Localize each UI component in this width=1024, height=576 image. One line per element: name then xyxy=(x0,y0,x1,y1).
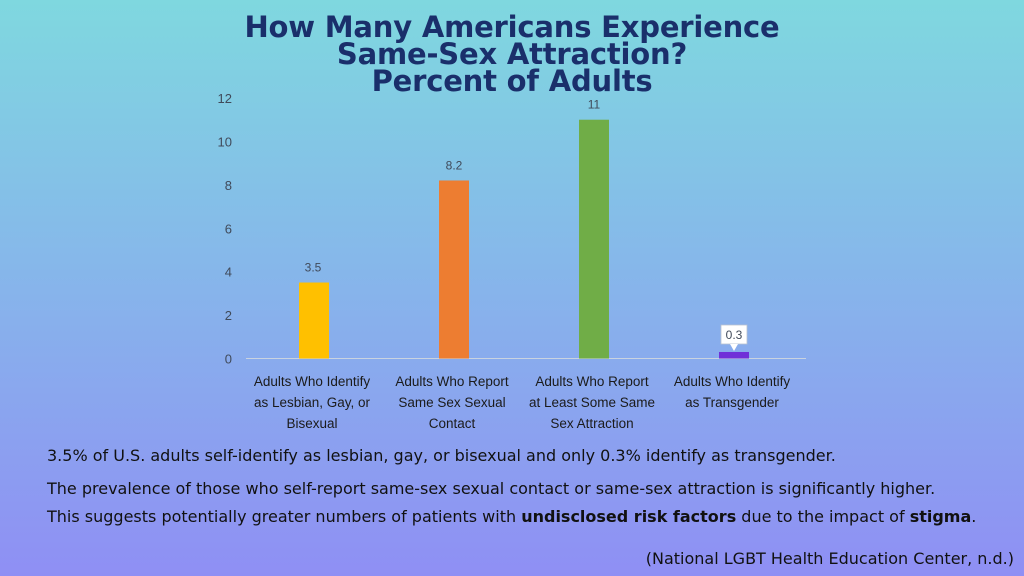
category-label: Adults Who Report xyxy=(395,374,509,389)
y-tick-label: 10 xyxy=(218,134,232,149)
bar xyxy=(439,180,469,359)
category-label: Adults Who Identify xyxy=(674,374,791,389)
category-label: Sex Attraction xyxy=(550,416,633,431)
line3-end: . xyxy=(971,507,977,526)
summary-line-2: The prevalence of those who self-report … xyxy=(47,479,936,498)
data-label: 8.2 xyxy=(446,158,463,172)
line3-mid: due to the impact of xyxy=(736,507,910,526)
data-label: 0.3 xyxy=(726,328,743,342)
y-tick-label: 12 xyxy=(218,91,232,106)
bar xyxy=(299,282,329,359)
line3-bold-stigma: stigma xyxy=(909,507,972,526)
y-tick-label: 4 xyxy=(225,265,232,280)
y-tick-label: 6 xyxy=(225,221,232,236)
category-label: Adults Who Report xyxy=(535,374,649,389)
title-line-3: Percent of Adults xyxy=(371,64,653,98)
data-label: 3.5 xyxy=(305,261,322,275)
line3-bold-risk: undisclosed risk factors xyxy=(521,507,737,526)
category-label: Same Sex Sexual xyxy=(398,395,505,410)
summary-line-1: 3.5% of U.S. adults self-identify as les… xyxy=(47,446,836,465)
title-line-2: Same-Sex Attraction? xyxy=(336,37,688,71)
bar xyxy=(579,119,609,359)
callout-pointer xyxy=(730,343,738,351)
category-label: Adults Who Identify xyxy=(254,374,371,389)
category-label: Contact xyxy=(429,416,476,431)
bar xyxy=(719,351,749,359)
category-label: at Least Some Same xyxy=(529,395,655,410)
y-tick-label: 8 xyxy=(225,178,232,193)
category-label: as Lesbian, Gay, or xyxy=(254,395,371,410)
line3-pre: This suggests potentially greater number… xyxy=(47,507,522,526)
chart-title: How Many Americans Experience Same-Sex A… xyxy=(0,10,1024,98)
category-label: Bisexual xyxy=(286,416,337,431)
data-label: 11 xyxy=(588,98,601,112)
category-label: as Transgender xyxy=(685,395,779,410)
citation: (National LGBT Health Education Center, … xyxy=(645,549,1014,568)
title-line-1: How Many Americans Experience xyxy=(244,10,780,44)
y-tick-label: 2 xyxy=(225,308,232,323)
y-tick-label: 0 xyxy=(225,352,232,367)
summary-line-3: This suggests potentially greater number… xyxy=(47,507,976,526)
